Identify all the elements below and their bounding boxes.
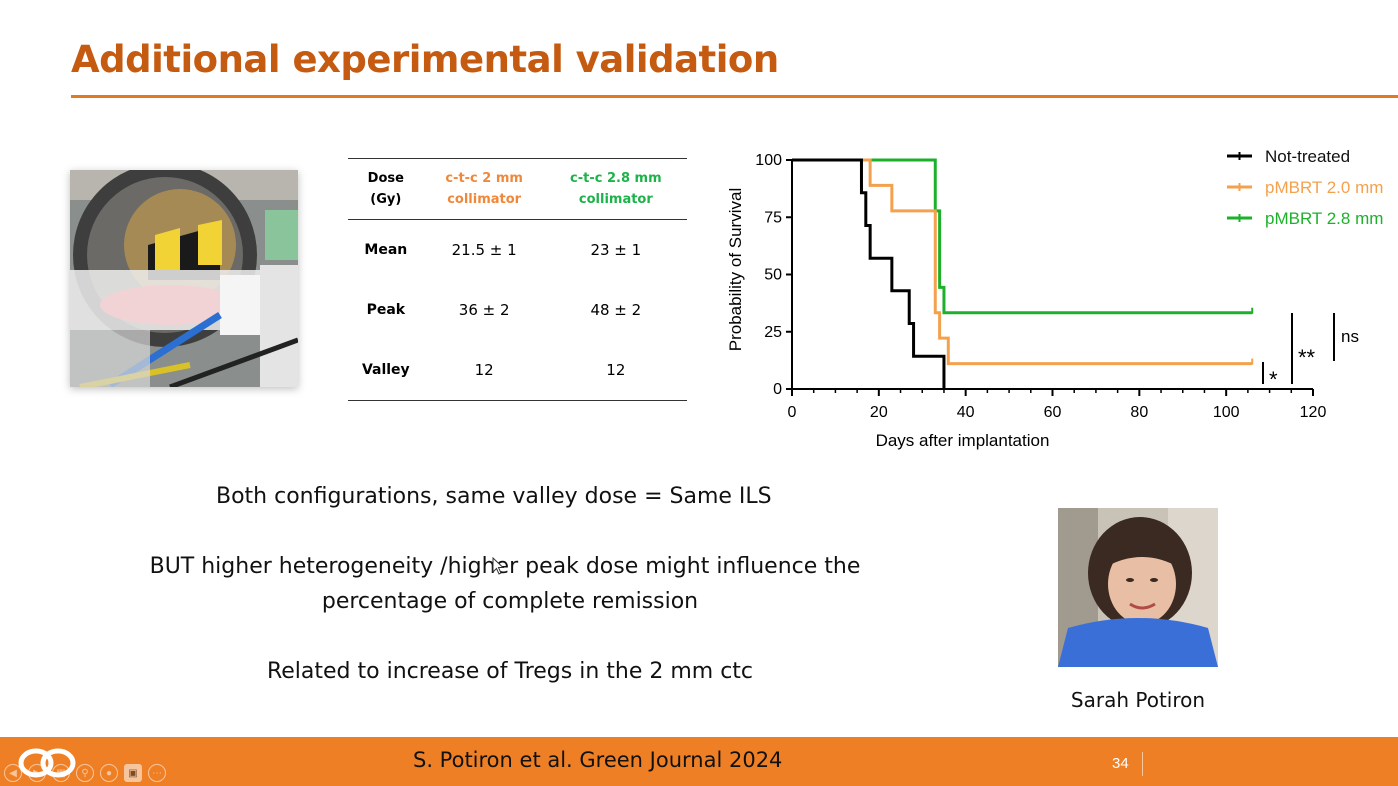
x-tick-label: 40	[957, 404, 975, 421]
series-pmbrt-2-0-line	[792, 158, 1253, 366]
header-2-8mm-line2: collimator	[578, 192, 653, 207]
header-dose: Dose (Gy)	[348, 158, 424, 220]
x-tick-label: 120	[1300, 404, 1327, 421]
page-number: 34	[1112, 755, 1129, 772]
header-2mm-line1: c-t-c 2 mm	[445, 171, 523, 186]
row-label: Peak	[366, 302, 406, 318]
header-2mm-line2: collimator	[447, 192, 522, 207]
header-2-8mm: c-t-c 2.8 mm collimator	[544, 158, 687, 220]
y-tick-label: 100	[755, 152, 782, 169]
statement-heterogeneity-line2: percentage of complete remission	[321, 589, 699, 614]
x-axis-label: Days after implantation	[876, 431, 1050, 450]
slide-title: Additional experimental validation	[71, 38, 779, 81]
person-name: Sarah Potiron	[1070, 688, 1206, 712]
series-pmbrt-2-8-line	[792, 158, 1253, 315]
legend-label: pMBRT 2.8 mm	[1265, 209, 1383, 228]
survival-chart: 0 25 50 75 100 0 20 40 60 80 100 120 Days after impl…	[726, 147, 1383, 450]
citation: S. Potiron et al. Green Journal 2024	[413, 748, 783, 772]
presentation-toolbar: ◀ ▶ ▦ ⚲ ● ▣ ⋯	[4, 764, 166, 784]
legend-label: Not-treated	[1265, 147, 1350, 166]
y-tick-label: 0	[773, 381, 782, 398]
cell-2-8mm: 23 ± 1	[590, 241, 642, 259]
x-tick-label: 0	[788, 404, 797, 421]
y-tick-label: 25	[764, 324, 782, 341]
toolbar-slides-icon[interactable]: ▦	[52, 764, 70, 782]
title-divider	[71, 95, 1398, 98]
cursor-icon	[492, 556, 505, 580]
y-tick-label: 75	[764, 209, 782, 226]
cell-2mm: 21.5 ± 1	[451, 241, 517, 259]
y-tick-label: 50	[764, 267, 782, 284]
toolbar-zoom-icon[interactable]: ⚲	[76, 764, 94, 782]
header-2mm: c-t-c 2 mm collimator	[423, 158, 545, 220]
x-tick-label: 100	[1213, 404, 1240, 421]
irradiation-setup-photo	[70, 170, 298, 387]
table-row: Valley 12 12	[348, 340, 687, 401]
toolbar-forward-icon[interactable]: ▶	[28, 764, 46, 782]
row-label: Mean	[364, 242, 408, 258]
annotation-ns: ns	[1341, 327, 1359, 346]
x-tick-label: 20	[870, 404, 888, 421]
x-tick-label: 60	[1044, 404, 1062, 421]
dose-table: Dose (Gy) c-t-c 2 mm collimator c-t-c 2.…	[348, 158, 687, 401]
statement-tregs: Related to increase of Tregs in the 2 mm…	[266, 659, 754, 684]
cell-2mm: 36 ± 2	[458, 301, 510, 319]
cell-2-8mm: 48 ± 2	[590, 301, 642, 319]
toolbar-pointer-icon[interactable]: ●	[100, 764, 118, 782]
header-dose-line1: Dose	[367, 171, 404, 186]
table-row: Peak 36 ± 2 48 ± 2	[348, 280, 687, 340]
cell-2-8mm: 12	[544, 340, 687, 401]
header-dose-line2: (Gy)	[370, 192, 402, 207]
legend-label: pMBRT 2.0 mm	[1265, 178, 1383, 197]
statement-heterogeneity-line1: BUT higher heterogeneity /higher peak do…	[149, 554, 861, 579]
annotation-double-star: **	[1298, 345, 1316, 370]
person-photo	[1058, 508, 1218, 667]
page-separator	[1142, 752, 1143, 776]
toolbar-more-icon[interactable]: ⋯	[148, 764, 166, 782]
series-not-treated-line	[792, 158, 946, 389]
toolbar-video-icon[interactable]: ▣	[124, 764, 142, 782]
row-label: Valley	[348, 340, 424, 401]
statement-valley-dose: Both configurations, same valley dose = …	[216, 484, 772, 509]
cell-2mm: 12	[423, 340, 545, 401]
header-2-8mm-line1: c-t-c 2.8 mm	[570, 171, 662, 186]
annotation-star: *	[1269, 367, 1278, 392]
table-row: Mean 21.5 ± 1 23 ± 1	[348, 220, 687, 281]
toolbar-back-icon[interactable]: ◀	[4, 764, 22, 782]
y-axis-label: Probability of Survival	[726, 188, 745, 351]
footer-bar	[0, 737, 1398, 786]
x-tick-label: 80	[1130, 404, 1148, 421]
table-header-row: Dose (Gy) c-t-c 2 mm collimator c-t-c 2.…	[348, 158, 687, 220]
